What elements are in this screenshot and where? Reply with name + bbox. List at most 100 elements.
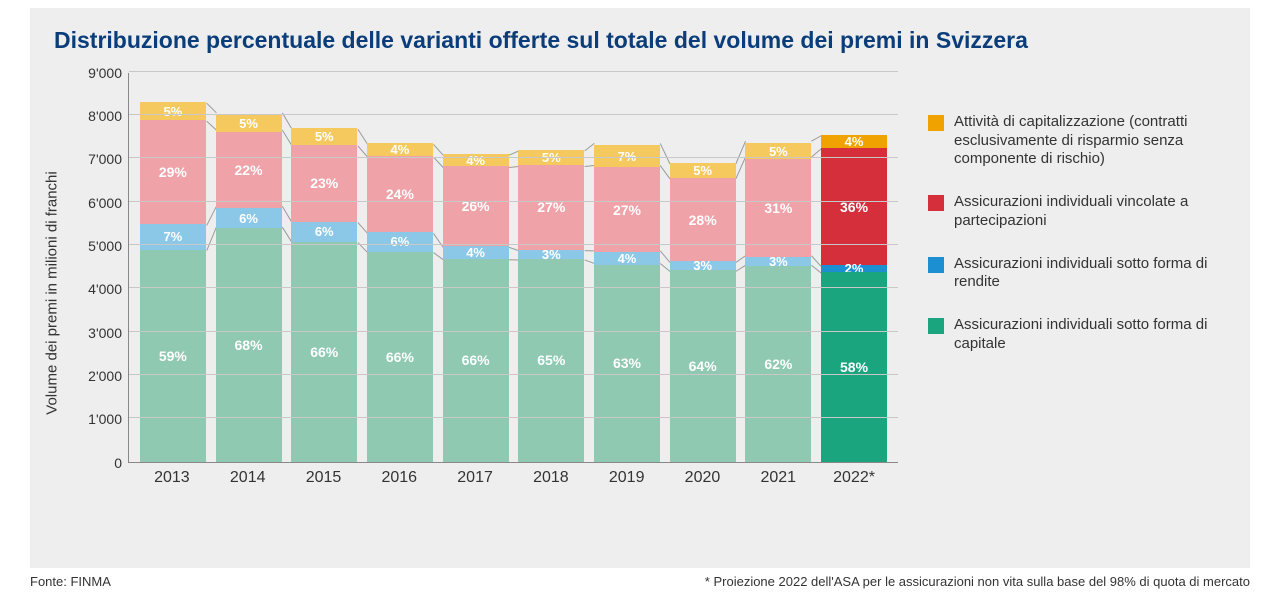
gridline <box>129 201 898 202</box>
bar-segment-partecipazioni: 27% <box>518 165 584 249</box>
ytick-label: 4'000 <box>88 281 122 297</box>
bar-segment-rendite: 7% <box>140 224 206 249</box>
bar-segment-capitalizzazione: 7% <box>594 145 660 167</box>
xaxis-category-label: 2014 <box>215 469 281 503</box>
bar-segment-capitale: 64% <box>670 270 736 461</box>
bar-segment-capitalizzazione: 4% <box>443 154 509 166</box>
bar-segment-rendite: 3% <box>670 261 736 270</box>
xaxis-category-label: 2021 <box>745 469 811 503</box>
bar-segment-rendite: 3% <box>518 250 584 259</box>
bar-segment-partecipazioni: 23% <box>291 145 357 222</box>
legend-label: Assicurazioni individuali sotto forma di… <box>954 255 1226 293</box>
bar-segment-partecipazioni: 24% <box>367 156 433 232</box>
bar-segment-capitale: 63% <box>594 265 660 462</box>
bar-segment-capitale: 62% <box>745 266 811 461</box>
legend-item-capitalizzazione: Attività di capitalizzazione (contratti … <box>928 113 1226 169</box>
bar-segment-rendite: 6% <box>216 208 282 229</box>
bar-column: 5%31%3%62% <box>745 143 811 462</box>
chart-footer: Fonte: FINMA * Proiezione 2022 dell'ASA … <box>30 574 1250 589</box>
bar-segment-rendite: 4% <box>443 246 509 258</box>
yaxis-label-wrap: Volume dei premi in milioni di franchi <box>54 73 78 513</box>
ytick-label: 8'000 <box>88 108 122 124</box>
bar-segment-capitale: 66% <box>367 252 433 462</box>
bar-column: 4%36%2%58% <box>821 135 887 462</box>
bar-column: 5%22%6%68% <box>216 115 282 462</box>
bar-segment-rendite: 6% <box>291 222 357 242</box>
bars-row: 5%29%7%59%5%22%6%68%5%23%6%66%4%24%6%66%… <box>129 73 898 462</box>
grid-zone: 5%29%7%59%5%22%6%68%5%23%6%66%4%24%6%66%… <box>128 73 898 463</box>
xaxis-category-label: 2018 <box>518 469 584 503</box>
legend-swatch <box>928 115 944 131</box>
bar-segment-capitale: 66% <box>291 242 357 462</box>
bar-column: 7%27%4%63% <box>594 145 660 461</box>
xaxis-category-label: 2017 <box>442 469 508 503</box>
plot-row: Volume dei premi in milioni di franchi 0… <box>54 73 1226 513</box>
bar-column: 5%29%7%59% <box>140 102 206 462</box>
legend-label: Attività di capitalizzazione (contratti … <box>954 113 1226 169</box>
bar-column: 4%24%6%66% <box>367 143 433 462</box>
yaxis-label: Volume dei premi in milioni di franchi <box>44 171 61 414</box>
legend-label: Assicurazioni individuali sotto forma di… <box>954 316 1226 354</box>
bar-segment-capitale: 65% <box>518 259 584 462</box>
gridline <box>129 374 898 375</box>
xaxis-category-label: 2016 <box>366 469 432 503</box>
ytick-label: 0 <box>114 455 122 471</box>
gridline <box>129 331 898 332</box>
gridline <box>129 157 898 158</box>
plot-area: 5%29%7%59%5%22%6%68%5%23%6%66%4%24%6%66%… <box>128 73 898 513</box>
bar-segment-capitalizzazione: 5% <box>291 128 357 145</box>
bar-segment-partecipazioni: 36% <box>821 148 887 266</box>
bar-segment-rendite: 4% <box>594 252 660 265</box>
bar-segment-capitale: 58% <box>821 272 887 462</box>
gridline <box>129 114 898 115</box>
gridline <box>129 71 898 72</box>
xaxis-category-label: 2013 <box>139 469 205 503</box>
ytick-label: 2'000 <box>88 368 122 384</box>
bar-segment-rendite: 6% <box>367 232 433 251</box>
bar-segment-capitale: 66% <box>443 259 509 462</box>
gridline <box>129 244 898 245</box>
legend-item-capitale: Assicurazioni individuali sotto forma di… <box>928 316 1226 354</box>
xaxis-category-label: 2015 <box>290 469 356 503</box>
ytick-label: 3'000 <box>88 325 122 341</box>
legend-item-rendite: Assicurazioni individuali sotto forma di… <box>928 255 1226 293</box>
footnote-label: * Proiezione 2022 dell'ASA per le assicu… <box>705 574 1250 589</box>
gridline <box>129 417 898 418</box>
bar-segment-partecipazioni: 22% <box>216 132 282 208</box>
legend: Attività di capitalizzazione (contratti … <box>898 73 1226 513</box>
bar-segment-capitalizzazione: 4% <box>367 143 433 156</box>
xaxis-category-label: 2019 <box>594 469 660 503</box>
bar-segment-capitale: 68% <box>216 228 282 461</box>
xaxis-labels: 2013 2014 2015 2016 2017 2018 2019 2020 2021 2022… <box>128 463 898 503</box>
ytick-label: 7'000 <box>88 151 122 167</box>
bar-segment-capitale: 59% <box>140 250 206 462</box>
chart-container: Distribuzione percentuale delle varianti… <box>30 8 1250 568</box>
ytick-label: 6'000 <box>88 195 122 211</box>
ytick-label: 5'000 <box>88 238 122 254</box>
bar-segment-capitalizzazione: 4% <box>821 135 887 148</box>
xaxis-category-label: 2022* <box>821 469 887 503</box>
xaxis-category-label: 2020 <box>669 469 735 503</box>
bar-segment-partecipazioni: 26% <box>443 166 509 246</box>
legend-item-partecipazioni: Assicurazioni individuali vincolate a pa… <box>928 193 1226 231</box>
gridline <box>129 287 898 288</box>
chart-title: Distribuzione percentuale delle varianti… <box>54 26 1226 55</box>
legend-label: Assicurazioni individuali vincolate a pa… <box>954 193 1226 231</box>
legend-swatch <box>928 318 944 334</box>
yaxis-ticks: 01'0002'0003'0004'0005'0006'0007'0008'00… <box>78 73 128 463</box>
bar-column: 5%23%6%66% <box>291 128 357 462</box>
ytick-label: 9'000 <box>88 65 122 81</box>
ytick-label: 1'000 <box>88 411 122 427</box>
bar-segment-partecipazioni: 31% <box>745 159 811 257</box>
bar-segment-partecipazioni: 28% <box>670 178 736 262</box>
bar-column: 5%27%3%65% <box>518 150 584 462</box>
bar-segment-rendite: 3% <box>745 257 811 267</box>
bar-segment-capitalizzazione: 5% <box>216 115 282 132</box>
bar-segment-partecipazioni: 27% <box>594 167 660 252</box>
bar-segment-capitalizzazione: 5% <box>140 102 206 120</box>
source-label: Fonte: FINMA <box>30 574 111 589</box>
bar-segment-capitalizzazione: 5% <box>670 163 736 178</box>
bar-segment-partecipazioni: 29% <box>140 120 206 224</box>
legend-swatch <box>928 257 944 273</box>
legend-swatch <box>928 195 944 211</box>
